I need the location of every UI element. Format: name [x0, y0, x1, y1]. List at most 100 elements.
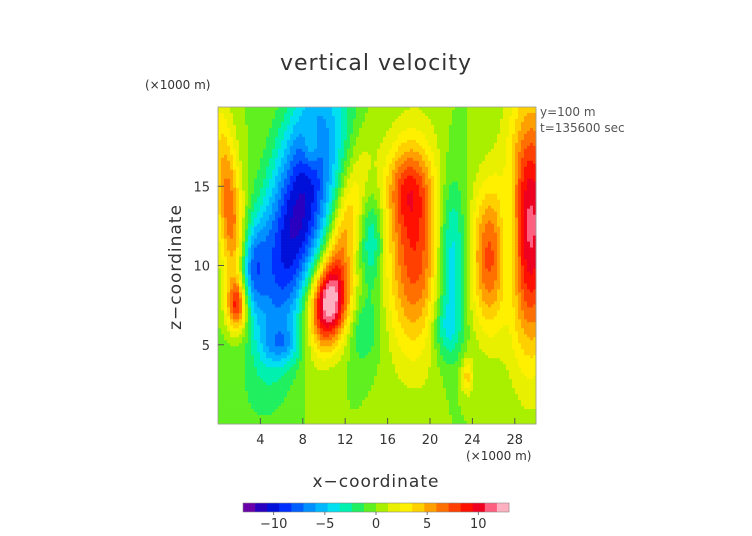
heatmap-cell — [326, 187, 330, 192]
heatmap-cell — [464, 229, 468, 233]
heatmap-cell — [368, 214, 372, 218]
heatmap-cell — [500, 214, 504, 218]
heatmap-cell — [500, 115, 504, 120]
heatmap-cell — [311, 205, 315, 210]
heatmap-cell — [374, 157, 378, 162]
heatmap-cell — [512, 211, 516, 216]
heatmap-cell — [254, 160, 258, 165]
heatmap-cell — [275, 232, 279, 236]
heatmap-cell — [338, 196, 342, 201]
heatmap-cell — [329, 202, 333, 207]
heatmap-cell — [404, 202, 408, 207]
heatmap-cell — [371, 118, 375, 123]
heatmap-cell — [311, 139, 315, 144]
heatmap-cell — [407, 199, 411, 204]
heatmap-cell — [242, 121, 246, 126]
heatmap-cell — [338, 107, 342, 111]
heatmap-cell — [263, 235, 267, 239]
heatmap-cell — [305, 139, 309, 144]
heatmap-cell — [272, 109, 276, 114]
heatmap-cell — [293, 166, 297, 171]
heatmap-cell — [335, 178, 339, 183]
heatmap-cell — [530, 175, 534, 180]
heatmap-cell — [272, 196, 276, 201]
heatmap-cell — [221, 172, 225, 177]
heatmap-cell — [533, 151, 537, 156]
heatmap-cell — [461, 127, 465, 132]
heatmap-cell — [518, 136, 522, 141]
heatmap-cell — [245, 115, 249, 120]
heatmap-cell — [383, 136, 387, 141]
heatmap-cell — [476, 160, 480, 165]
heatmap-cell — [278, 217, 282, 221]
heatmap-cell — [530, 142, 534, 147]
heatmap-cell — [314, 148, 318, 153]
heatmap-cell — [230, 235, 234, 239]
heatmap-cell — [341, 157, 345, 162]
heatmap-cell — [305, 130, 309, 135]
heatmap-cell — [296, 124, 300, 129]
heatmap-cell — [236, 241, 240, 245]
heatmap-cell — [335, 148, 339, 153]
heatmap-cell — [476, 229, 480, 233]
heatmap-cell — [317, 187, 321, 192]
heatmap-cell — [401, 145, 405, 150]
heatmap-cell — [308, 235, 312, 239]
heatmap-cell — [344, 241, 348, 245]
heatmap-cell — [446, 217, 450, 221]
heatmap-cell — [437, 172, 441, 177]
heatmap-cell — [311, 214, 315, 218]
heatmap-cell — [296, 238, 300, 242]
heatmap-cell — [425, 226, 429, 230]
heatmap-cell — [422, 115, 426, 120]
heatmap-cell — [236, 175, 240, 180]
heatmap-cell — [323, 160, 327, 165]
heatmap-cell — [254, 181, 258, 186]
heatmap-cell — [290, 226, 294, 230]
heatmap-cell — [320, 193, 324, 198]
heatmap-cell — [221, 112, 225, 117]
heatmap-cell — [521, 229, 525, 233]
heatmap-cell — [260, 127, 264, 132]
heatmap-cell — [389, 211, 393, 216]
heatmap-cell — [305, 223, 309, 227]
heatmap-cell — [524, 133, 528, 138]
heatmap-cell — [272, 157, 276, 162]
heatmap-cell — [302, 175, 306, 180]
heatmap-cell — [431, 232, 435, 236]
heatmap-cell — [332, 175, 336, 180]
heatmap-cell — [467, 172, 471, 177]
heatmap-cell — [434, 199, 438, 204]
heatmap-cell — [464, 211, 468, 216]
heatmap-cell — [413, 187, 417, 192]
heatmap-cell — [482, 193, 486, 198]
heatmap-cell — [380, 202, 384, 207]
heatmap-cell — [485, 187, 489, 192]
heatmap-cell — [410, 181, 414, 186]
heatmap-cell — [341, 241, 345, 245]
heatmap-cell — [491, 202, 495, 207]
heatmap-cell — [269, 142, 273, 147]
heatmap-cell — [473, 169, 477, 174]
heatmap-cell — [221, 124, 225, 129]
heatmap-cell — [425, 175, 429, 180]
heatmap-cell — [470, 172, 474, 177]
heatmap-cell — [491, 151, 495, 156]
heatmap-cell — [401, 175, 405, 180]
heatmap-cell — [428, 232, 432, 236]
heatmap-cell — [503, 184, 507, 189]
heatmap-cell — [353, 199, 357, 204]
heatmap-cell — [527, 112, 531, 117]
heatmap-cell — [437, 130, 441, 135]
heatmap-cell — [446, 115, 450, 120]
heatmap-cell — [374, 220, 378, 224]
heatmap-cell — [236, 184, 240, 189]
heatmap-cell — [263, 148, 267, 153]
heatmap-cell — [464, 181, 468, 186]
heatmap-cell — [242, 184, 246, 189]
heatmap-cell — [470, 187, 474, 192]
heatmap-cell — [290, 109, 294, 114]
heatmap-cell — [377, 214, 381, 218]
heatmap-cell — [392, 226, 396, 230]
heatmap-cell — [434, 217, 438, 221]
